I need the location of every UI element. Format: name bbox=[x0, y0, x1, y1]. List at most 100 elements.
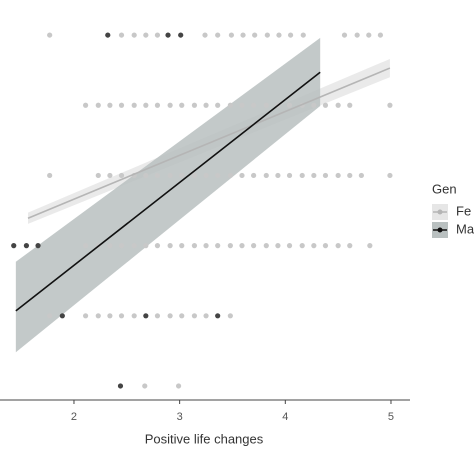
point bbox=[264, 32, 270, 38]
point bbox=[117, 383, 124, 389]
point bbox=[178, 32, 184, 38]
point bbox=[322, 243, 329, 249]
point bbox=[154, 313, 161, 319]
point bbox=[131, 313, 137, 319]
point bbox=[47, 172, 53, 179]
point bbox=[203, 313, 209, 319]
point bbox=[263, 172, 269, 179]
point bbox=[347, 102, 353, 108]
point bbox=[347, 243, 353, 249]
point bbox=[335, 243, 341, 249]
point bbox=[227, 172, 233, 179]
point bbox=[118, 102, 125, 108]
point bbox=[23, 243, 30, 249]
point bbox=[215, 102, 221, 108]
point bbox=[263, 243, 269, 249]
point bbox=[367, 243, 373, 249]
point bbox=[167, 313, 173, 319]
point bbox=[240, 32, 246, 38]
point bbox=[276, 32, 282, 38]
point bbox=[263, 102, 269, 108]
point bbox=[215, 32, 221, 38]
point bbox=[239, 102, 245, 108]
regression-line bbox=[27, 67, 391, 219]
point bbox=[191, 243, 198, 249]
point bbox=[239, 172, 245, 179]
point bbox=[215, 313, 221, 319]
point bbox=[107, 102, 113, 108]
legend-title: Gen bbox=[432, 181, 457, 196]
point bbox=[228, 32, 235, 38]
point bbox=[167, 172, 173, 179]
point bbox=[179, 102, 185, 108]
point bbox=[191, 172, 198, 179]
point bbox=[311, 172, 317, 179]
point bbox=[251, 102, 257, 108]
point bbox=[118, 243, 125, 249]
point bbox=[95, 102, 101, 108]
point bbox=[154, 172, 161, 179]
point bbox=[322, 172, 329, 179]
point bbox=[275, 243, 281, 249]
legend-key-dot bbox=[437, 209, 443, 215]
point bbox=[203, 172, 209, 179]
point bbox=[335, 172, 341, 179]
point bbox=[354, 32, 360, 38]
point bbox=[203, 102, 209, 108]
x-axis-label: Positive life changes bbox=[145, 431, 264, 446]
point bbox=[107, 313, 113, 319]
point bbox=[175, 383, 182, 389]
point bbox=[47, 32, 53, 38]
point bbox=[154, 32, 161, 38]
point bbox=[154, 102, 161, 108]
point bbox=[287, 32, 294, 38]
point bbox=[286, 243, 293, 249]
point bbox=[286, 102, 293, 108]
point bbox=[341, 32, 348, 38]
point bbox=[300, 32, 306, 38]
legend-label: Fe bbox=[456, 203, 471, 218]
point bbox=[167, 243, 173, 249]
point bbox=[131, 32, 137, 38]
regression-line bbox=[15, 71, 321, 312]
point bbox=[131, 102, 137, 108]
point bbox=[143, 243, 149, 249]
point bbox=[118, 313, 125, 319]
x-tick-label: 2 bbox=[71, 411, 77, 423]
point bbox=[35, 243, 41, 249]
point bbox=[215, 243, 221, 249]
point bbox=[387, 172, 393, 179]
point bbox=[251, 243, 257, 249]
point bbox=[143, 102, 149, 108]
point bbox=[142, 383, 148, 389]
point bbox=[118, 32, 125, 38]
point bbox=[95, 172, 101, 179]
point bbox=[105, 32, 111, 38]
point bbox=[377, 32, 384, 38]
point bbox=[191, 313, 198, 319]
point bbox=[47, 313, 53, 319]
point bbox=[347, 172, 353, 179]
point bbox=[275, 172, 281, 179]
point bbox=[202, 32, 208, 38]
x-tick-label: 4 bbox=[282, 411, 288, 423]
point bbox=[227, 243, 233, 249]
point bbox=[299, 172, 305, 179]
point bbox=[299, 243, 305, 249]
point bbox=[107, 172, 113, 179]
legend-key-dot bbox=[437, 227, 443, 233]
point bbox=[131, 243, 137, 249]
point bbox=[11, 243, 17, 249]
point bbox=[118, 172, 125, 179]
x-tick-label: 3 bbox=[177, 411, 183, 423]
point bbox=[179, 313, 185, 319]
point bbox=[179, 172, 185, 179]
point bbox=[191, 102, 198, 108]
point bbox=[252, 32, 258, 38]
point bbox=[215, 172, 221, 179]
point bbox=[366, 32, 372, 38]
point bbox=[143, 313, 149, 319]
point bbox=[358, 172, 364, 179]
x-tick-label: 5 bbox=[388, 411, 394, 423]
confidence-band bbox=[15, 37, 321, 353]
